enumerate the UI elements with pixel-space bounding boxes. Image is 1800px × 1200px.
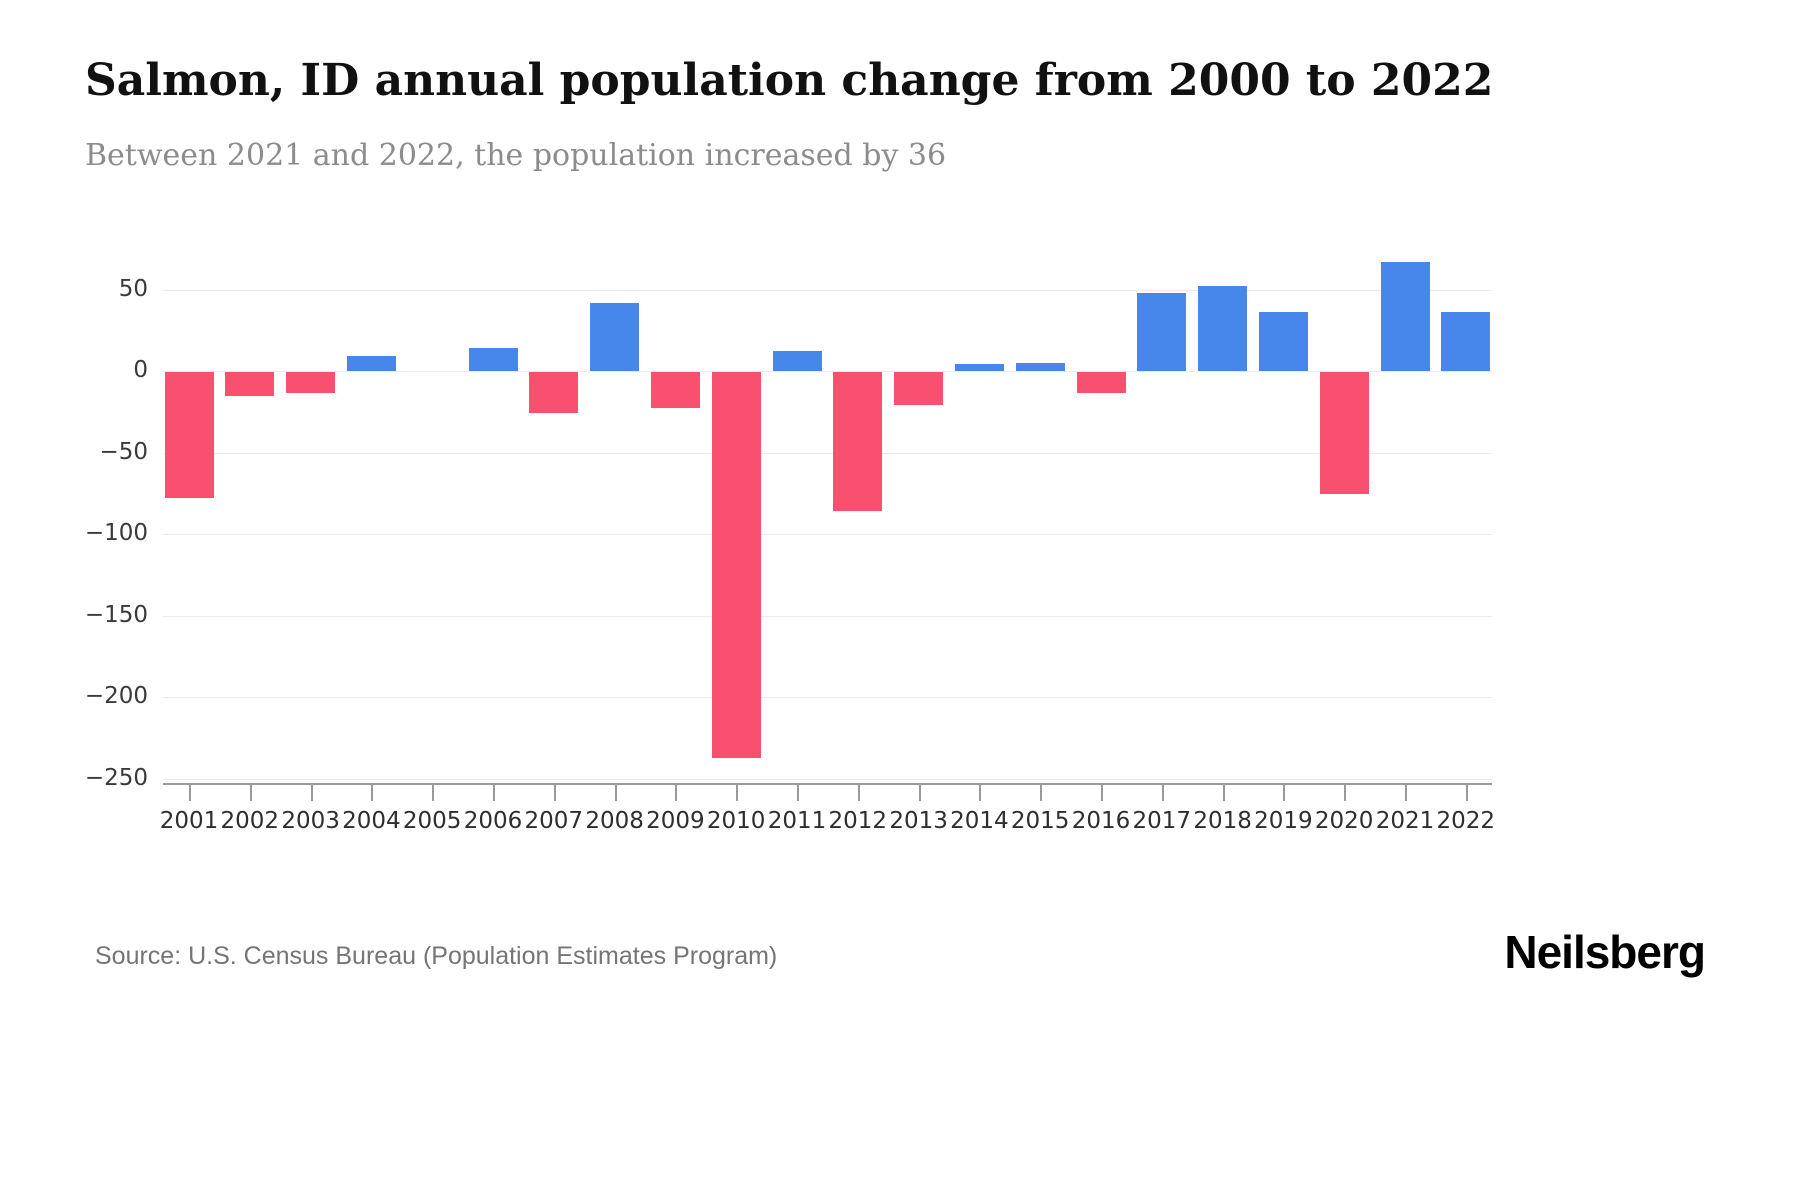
bar-2022[interactable] [1441,312,1491,371]
y-axis-label-0: 0 [133,357,148,383]
x-axis-tick-2007 [553,785,556,801]
x-axis-label-2005: 2005 [402,808,462,834]
x-axis-tick-2006 [493,785,495,801]
y-axis-label--250: −250 [84,764,148,791]
brand-logo: Neilsberg [1504,926,1706,978]
x-axis-label-2014: 2014 [950,808,1009,834]
gridline--200 [163,697,1492,698]
x-axis-label-2017: 2017 [1132,808,1192,834]
x-axis-label-2001: 2001 [159,808,219,834]
x-axis-label-2002: 2002 [220,808,280,834]
x-axis-tick-2010 [736,785,739,801]
bar-2019[interactable] [1258,312,1308,371]
bar-2018[interactable] [1198,286,1248,371]
x-axis-tick-2015 [1040,785,1043,801]
x-axis-tick-2020 [1344,785,1347,801]
x-axis-tick-2012 [857,785,860,801]
gridline-50 [163,289,1492,291]
bar-2007[interactable] [529,372,579,413]
x-axis-tick-2013 [918,785,921,801]
x-axis-label-2015: 2015 [1010,808,1070,834]
gridline-0 [163,371,1492,372]
bar-2013[interactable] [894,372,944,405]
x-axis-tick-2019 [1283,785,1286,801]
x-axis-tick-2022 [1465,785,1468,801]
x-axis-label-2016: 2016 [1071,808,1131,834]
x-axis-tick-2002 [249,785,252,801]
gridline--250 [163,778,1492,780]
x-axis-tick-2018 [1222,785,1225,801]
bar-2009[interactable] [650,372,700,408]
bar-2006[interactable] [468,348,518,371]
bar-2015[interactable] [1015,362,1065,371]
bar-2002[interactable] [225,372,275,397]
x-axis-label-2018: 2018 [1193,808,1252,834]
x-axis-label-2003: 2003 [281,808,340,834]
x-axis-tick-2005 [432,785,435,801]
page-title: Salmon, ID annual population change from… [85,55,1494,106]
x-axis-label-2008: 2008 [585,808,644,834]
gridline--50 [163,452,1492,454]
x-axis-label-2009: 2009 [646,808,705,834]
x-axis-label-2012: 2012 [828,808,888,834]
x-axis-label-2006: 2006 [463,808,523,834]
x-axis-tick-2004 [371,785,374,801]
x-axis-tick-2009 [675,785,678,801]
y-axis-label-50: 50 [118,275,148,302]
bar-2014[interactable] [954,364,1004,371]
x-axis-label-2022: 2022 [1436,808,1496,834]
bar-2001[interactable] [164,372,214,498]
bar-2012[interactable] [833,372,883,511]
x-axis-label-2007: 2007 [524,808,584,834]
x-axis-tick-2014 [979,785,982,801]
x-axis-label-2019: 2019 [1254,808,1313,834]
x-axis-label-2021: 2021 [1375,808,1435,834]
bar-2010[interactable] [711,372,761,759]
x-axis-label-2020: 2020 [1314,808,1374,834]
source-note: Source: U.S. Census Bureau (Population E… [95,942,778,970]
y-axis-label--100: −100 [84,520,148,546]
bar-2017[interactable] [1137,292,1187,371]
gridline--100 [163,534,1492,535]
x-axis-label-2010: 2010 [706,808,766,834]
y-axis-label--50: −50 [99,438,148,465]
bar-2003[interactable] [286,372,336,394]
bar-2008[interactable] [590,302,640,371]
x-axis-tick-2001 [189,785,191,801]
bar-2016[interactable] [1076,372,1126,394]
x-axis-tick-2017 [1161,785,1164,801]
bar-2021[interactable] [1380,261,1430,371]
page-subtitle: Between 2021 and 2022, the population in… [85,138,947,173]
x-axis-tick-2021 [1405,785,1407,801]
x-axis-tick-2008 [614,785,617,801]
x-axis-tick-2011 [797,785,799,801]
bar-2011[interactable] [772,351,822,371]
x-axis-label-2013: 2013 [889,808,948,834]
x-axis-line [163,783,1492,785]
gridline--150 [163,615,1492,617]
x-axis-tick-2003 [310,785,313,801]
x-axis-label-2011: 2011 [767,808,827,834]
x-axis-label-2004: 2004 [342,808,401,834]
bar-2004[interactable] [346,356,396,371]
x-axis-tick-2016 [1101,785,1103,801]
y-axis-label--200: −200 [84,683,148,709]
bar-2020[interactable] [1319,372,1369,495]
y-axis-label--150: −150 [84,601,148,628]
